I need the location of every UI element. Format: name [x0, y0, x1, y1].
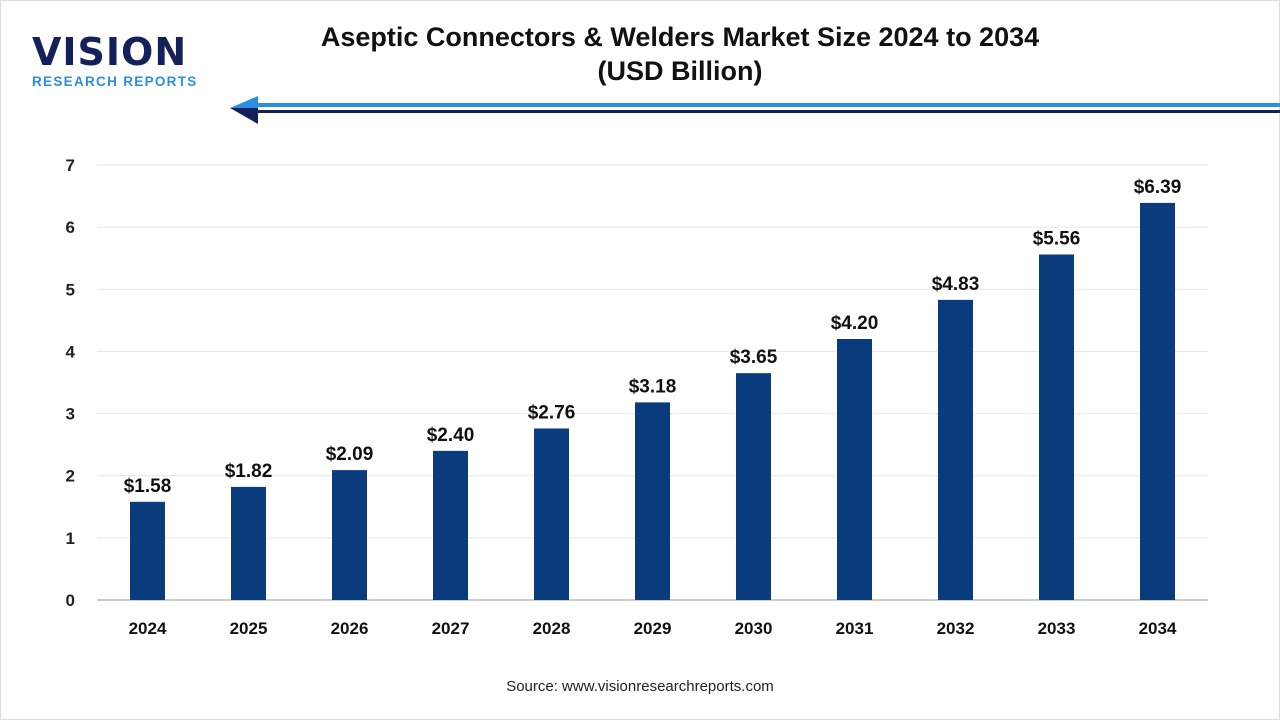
- x-tick-label: 2031: [836, 619, 874, 638]
- logo-main-text: VISION: [32, 30, 188, 74]
- vision-logo: VISION RESEARCH REPORTS: [32, 32, 198, 89]
- data-label: $3.18: [629, 376, 677, 397]
- x-tick-label: 2033: [1038, 619, 1076, 638]
- logo-sub-text: RESEARCH REPORTS: [32, 74, 198, 89]
- x-tick-label: 2034: [1139, 619, 1177, 638]
- data-label: $3.65: [730, 347, 778, 368]
- y-tick-label: 4: [66, 342, 76, 361]
- x-tick-label: 2029: [634, 619, 672, 638]
- bar-2027: [433, 450, 468, 600]
- bar-2025: [231, 486, 266, 600]
- y-tick-label: 3: [66, 405, 75, 424]
- x-tick-label: 2030: [735, 619, 773, 638]
- x-tick-label: 2024: [129, 619, 167, 638]
- x-tick-label: 2026: [331, 619, 369, 638]
- y-tick-label: 6: [66, 218, 75, 237]
- y-tick-label: 5: [66, 280, 75, 299]
- title-line: Aseptic Connectors & Welders Market Size…: [320, 22, 1040, 52]
- y-tick-label: 7: [66, 156, 75, 175]
- x-tick-label: 2025: [230, 619, 268, 638]
- data-label: $4.83: [932, 274, 980, 295]
- bar-2024: [130, 501, 165, 600]
- bar-2028: [534, 428, 569, 600]
- bar-2033: [1039, 254, 1074, 600]
- x-tick-label: 2027: [432, 619, 470, 638]
- bar-2029: [635, 402, 670, 600]
- bar-2030: [736, 373, 771, 600]
- data-label: $1.82: [225, 461, 273, 482]
- data-label: $6.39: [1134, 177, 1182, 198]
- bar-2032: [938, 299, 973, 600]
- bar-2034: [1140, 202, 1175, 600]
- header-arrow-icon: [230, 96, 1280, 124]
- source-text: Source: www.visionresearchreports.com: [506, 678, 774, 695]
- chart-title: Aseptic Connectors & Welders Market Size…: [300, 20, 1060, 88]
- y-tick-label: 0: [66, 591, 75, 610]
- data-label: $2.09: [326, 444, 374, 465]
- data-label: $1.58: [124, 476, 172, 497]
- y-tick-label: 1: [66, 529, 75, 548]
- bar-2026: [332, 470, 367, 600]
- data-label: $2.40: [427, 425, 475, 446]
- x-tick-label: 2032: [937, 619, 975, 638]
- subtitle-line: (USD Billion): [597, 56, 763, 86]
- data-label: $4.20: [831, 313, 879, 334]
- data-label: $2.76: [528, 402, 576, 423]
- y-tick-label: 2: [66, 467, 75, 486]
- data-label: $5.56: [1033, 228, 1081, 249]
- x-tick-label: 2028: [533, 619, 571, 638]
- bar-2031: [837, 339, 872, 600]
